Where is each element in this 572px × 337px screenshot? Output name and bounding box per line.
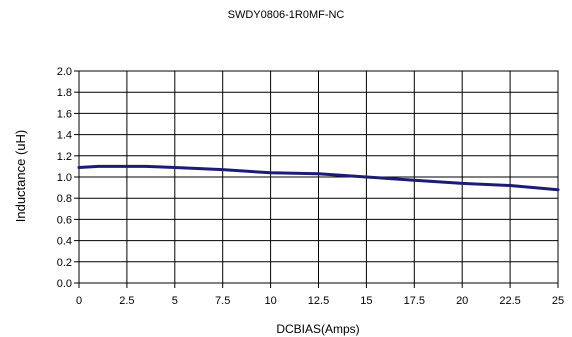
y-tick-label: 1.8 — [57, 87, 72, 99]
y-tick-label: 2.0 — [57, 66, 72, 78]
y-tick-label: 0.6 — [57, 214, 72, 226]
grid — [78, 70, 559, 284]
series-line — [77, 164, 560, 192]
x-tick-label: 22.5 — [499, 295, 520, 307]
y-axis-label: Inductance (uH) — [13, 130, 28, 223]
x-tick-label: 5 — [172, 295, 178, 307]
x-tick-label: 17.5 — [404, 295, 425, 307]
x-tick-label: 7.5 — [215, 295, 230, 307]
series-layer — [77, 164, 560, 192]
y-tick-label: 1.6 — [57, 108, 72, 120]
y-tick-label: 0.0 — [57, 278, 72, 290]
y-tick-label: 0.2 — [57, 257, 72, 269]
y-tick-label: 0.8 — [57, 193, 72, 205]
x-axis-ticks: 0 2.5 5 7.5 10 12.5 15 17.5 20 22.5 25 — [76, 283, 564, 307]
y-tick-label: 1.2 — [57, 151, 72, 163]
x-tick-label: 2.5 — [119, 295, 134, 307]
y-tick-label: 1.4 — [57, 130, 72, 142]
x-tick-label: 25 — [552, 295, 564, 307]
x-tick-label: 10 — [264, 295, 276, 307]
x-tick-label: 0 — [76, 295, 82, 307]
x-tick-label: 15 — [360, 295, 372, 307]
y-tick-label: 0.4 — [57, 236, 72, 248]
x-tick-label: 20 — [456, 295, 468, 307]
x-tick-label: 12.5 — [308, 295, 329, 307]
y-axis-ticks: 0.0 0.2 0.4 0.6 0.8 1.0 1.2 1.4 1.6 1.8 2.0 — [57, 66, 79, 290]
y-tick-label: 1.0 — [57, 172, 72, 184]
x-axis-label: DCBIAS(Amps) — [276, 322, 359, 336]
chart-title: SWDY0806-1R0MF-NC — [228, 9, 345, 21]
